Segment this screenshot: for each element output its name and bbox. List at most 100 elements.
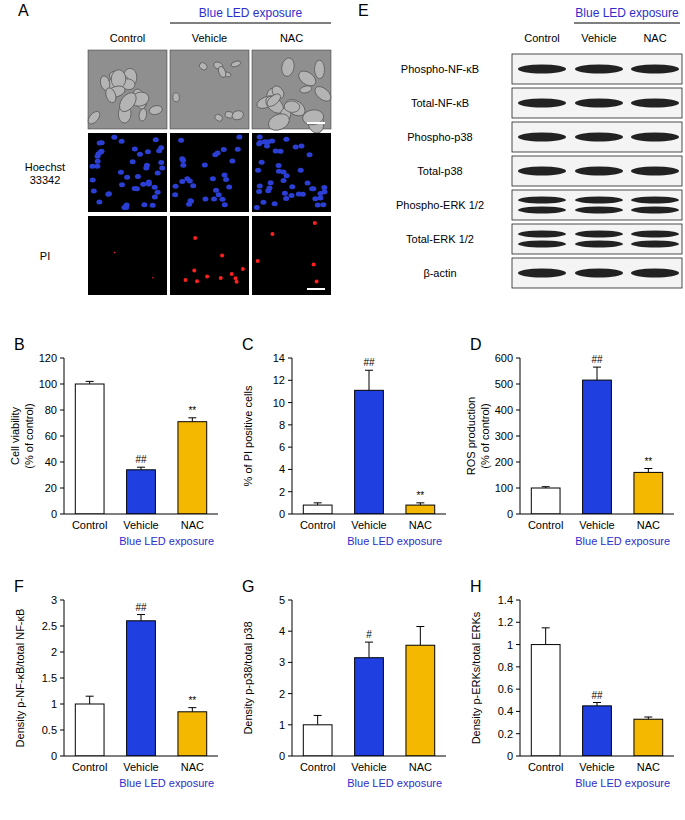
micrograph-bg [88, 50, 167, 129]
nucleus [135, 174, 141, 179]
y-tick-label: 0.4 [498, 705, 513, 717]
row-label: β-actin [423, 267, 456, 279]
x-tick-label: Vehicle [579, 519, 614, 531]
band [575, 231, 623, 238]
error-cap [86, 381, 94, 382]
x-axis [292, 514, 446, 515]
y-tick-label: 14 [273, 352, 285, 364]
significance: ## [591, 690, 603, 701]
error-cap [365, 642, 373, 643]
nucleus [124, 175, 130, 180]
nucleus [146, 180, 152, 185]
y-axis [64, 358, 65, 514]
x-tick-label: NAC [181, 519, 204, 531]
y-tick [516, 756, 520, 757]
nucleus [256, 141, 262, 146]
x-axis [520, 514, 674, 515]
nucleus [158, 145, 164, 150]
nucleus [289, 184, 295, 189]
micrograph-bg [88, 133, 167, 212]
bar [583, 380, 612, 514]
y-axis-label: Cell viability [9, 406, 21, 465]
y-tick [60, 730, 64, 731]
pi-cell [241, 267, 245, 271]
micrograph-bg [170, 50, 249, 129]
nucleus [236, 135, 242, 140]
nucleus [282, 191, 288, 196]
nucleus [152, 185, 158, 190]
y-tick-label: 500 [495, 378, 513, 390]
row-label: PI [40, 250, 50, 262]
nucleus [281, 178, 287, 183]
row-label: Total-NF-κB [411, 97, 469, 109]
group-label: Blue LED exposure [199, 6, 303, 20]
row-label-line: 33342 [30, 174, 61, 186]
error-cap [644, 468, 652, 469]
y-tick [60, 626, 64, 627]
bars [531, 628, 662, 756]
cell [217, 65, 228, 78]
band [518, 269, 566, 278]
nucleus [91, 189, 97, 194]
bar [531, 645, 560, 756]
y-tick-label: 1 [51, 698, 57, 710]
y-tick [516, 600, 520, 601]
x-tick-label: Control [72, 519, 107, 531]
nucleus [172, 192, 178, 197]
y-tick [60, 384, 64, 385]
y-tick [516, 644, 520, 645]
nucleus [317, 191, 323, 196]
nucleus [262, 139, 268, 144]
y-tick [60, 756, 64, 757]
scale-bar [307, 288, 325, 290]
error-stem [597, 367, 598, 380]
x-tick-label: Control [300, 761, 335, 773]
micrograph [170, 216, 249, 295]
error-stem [369, 370, 370, 390]
band [631, 231, 679, 238]
nucleus [254, 205, 260, 210]
error-cap [188, 417, 196, 418]
scale-bar [307, 122, 325, 124]
y-tick-label: 4 [279, 463, 285, 475]
error-bar [365, 370, 373, 390]
nucleus [124, 202, 130, 207]
y-axis [292, 358, 293, 514]
nucleus [119, 139, 125, 144]
band [631, 167, 679, 176]
micrograph-bg [252, 216, 331, 295]
row-label: Phospho-NF-κB [401, 63, 479, 75]
nucleus [190, 183, 196, 188]
nucleus [307, 152, 313, 157]
nucleus [97, 141, 103, 146]
y-tick [60, 652, 64, 653]
error-stem [89, 696, 90, 704]
row-label-line: Hoechst [25, 161, 65, 173]
y-tick-label: 2 [51, 646, 57, 658]
significance: ** [188, 405, 196, 416]
nucleus [150, 203, 156, 208]
pi-cell [256, 259, 260, 263]
cell [104, 86, 118, 104]
y-tick [288, 380, 292, 381]
y-tick [516, 711, 520, 712]
nucleus [180, 158, 186, 163]
y-tick-label: 0 [279, 750, 285, 762]
y-tick-label: 0.5 [42, 724, 57, 736]
nucleus [105, 192, 111, 197]
cell [280, 57, 296, 78]
x-tick-label: Control [300, 519, 335, 531]
bar [75, 704, 104, 756]
nucleus [305, 180, 311, 185]
bars [75, 381, 206, 514]
column-label: Control [110, 32, 145, 44]
significance: ## [135, 602, 147, 613]
cell [116, 90, 139, 115]
cell [302, 109, 325, 127]
micrograph [170, 133, 249, 212]
panel-letter: E [358, 2, 369, 19]
blot-strip [512, 258, 682, 288]
y-tick [60, 358, 64, 359]
nucleus [210, 176, 216, 181]
nucleus [180, 163, 186, 168]
